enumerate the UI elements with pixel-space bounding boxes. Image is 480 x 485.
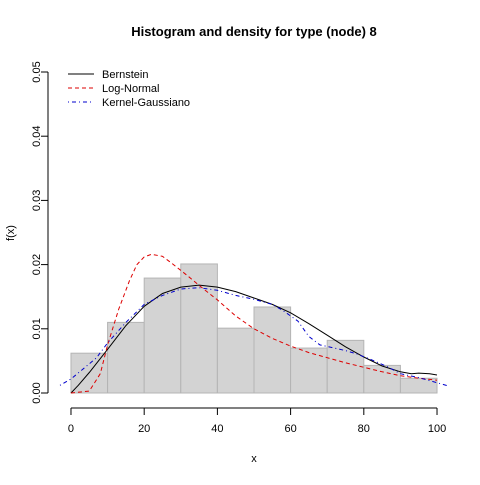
histogram-bar-3 bbox=[180, 263, 218, 394]
density-line-log-normal bbox=[70, 253, 438, 394]
histogram-bar-8 bbox=[363, 364, 401, 394]
legend-label-1: Log-Normal bbox=[102, 83, 159, 95]
y-tick-label: 0.00 bbox=[31, 382, 43, 403]
x-tick-label: 20 bbox=[138, 423, 150, 435]
y-tick-label: 0.03 bbox=[31, 190, 43, 211]
x-tick-label: 80 bbox=[358, 423, 370, 435]
y-axis-label: f(x) bbox=[5, 225, 17, 241]
y-tick-label: 0.05 bbox=[31, 61, 43, 82]
density-line-kernel-gaussiano bbox=[59, 287, 449, 387]
x-tick-label: 0 bbox=[68, 423, 74, 435]
chart-title: Histogram and density for type (node) 8 bbox=[131, 24, 377, 39]
histogram-bar-6 bbox=[290, 347, 328, 394]
legend-label-0: Bernstein bbox=[102, 69, 148, 81]
legend: Bernstein Log-Normal Kernel-Gaussiano bbox=[68, 69, 190, 109]
y-tick-label: 0.01 bbox=[31, 318, 43, 339]
x-tick-label: 60 bbox=[284, 423, 296, 435]
histogram-bar-2 bbox=[143, 277, 182, 394]
x-tick-label: 40 bbox=[211, 423, 223, 435]
y-tick-label: 0.04 bbox=[31, 125, 43, 146]
histogram-bar-7 bbox=[326, 339, 365, 394]
x-axis-label: x bbox=[251, 453, 257, 465]
y-axis: 0.00 0.01 0.02 0.03 0.04 0.05 bbox=[31, 61, 49, 404]
histogram-bar-4 bbox=[216, 327, 255, 394]
histogram-bar-9 bbox=[399, 377, 438, 394]
histogram-bins bbox=[70, 263, 438, 394]
x-tick-label: 100 bbox=[428, 423, 446, 435]
density-line-bernstein bbox=[70, 284, 438, 394]
histogram-bar-5 bbox=[253, 306, 292, 394]
histogram-bar-1 bbox=[107, 321, 145, 394]
y-tick-label: 0.02 bbox=[31, 254, 43, 275]
density-curves bbox=[59, 253, 449, 394]
x-axis: 0 20 40 60 80 100 bbox=[68, 407, 446, 435]
legend-label-2: Kernel-Gaussiano bbox=[102, 97, 190, 109]
